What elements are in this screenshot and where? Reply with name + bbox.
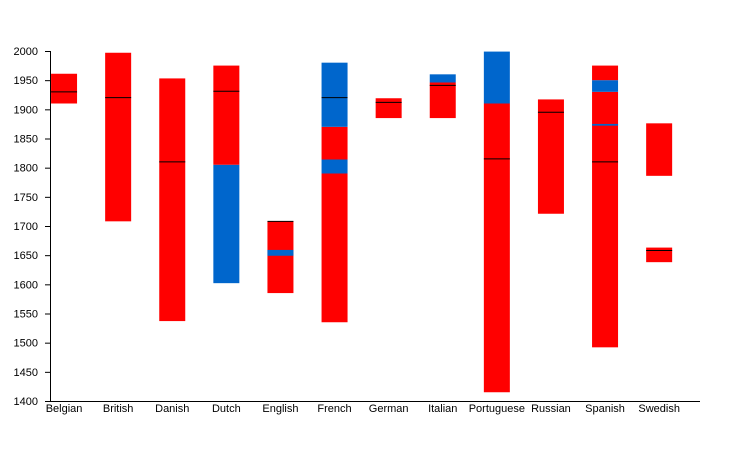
bar-german	[375, 98, 402, 119]
x-tick-label: Italian	[428, 403, 457, 415]
y-tick-label: 1700	[14, 221, 38, 233]
bar-segment-red	[537, 99, 564, 214]
bar-swedish	[646, 123, 673, 263]
bar-segment-red	[592, 65, 619, 81]
bar-italian	[429, 74, 456, 119]
y-tick-label: 1450	[14, 367, 38, 379]
bar-russian	[537, 99, 564, 214]
bar-segment-blue	[213, 164, 240, 284]
bars-layer	[51, 51, 673, 393]
y-tick-label: 1850	[14, 134, 38, 146]
x-tick-label: British	[103, 403, 134, 415]
y-tick-label: 1550	[14, 309, 38, 321]
bar-segment-red	[592, 91, 619, 348]
x-tick-label: Russian	[531, 403, 571, 415]
bar-danish	[159, 78, 186, 322]
bar-segment-red	[51, 73, 78, 104]
x-tick-label: French	[317, 403, 351, 415]
bar-english	[267, 220, 294, 294]
x-tick-label: German	[369, 403, 409, 415]
bar-segment-red	[267, 221, 294, 294]
bar-segment-blue	[592, 123, 619, 126]
x-tick-label: Belgian	[46, 403, 83, 415]
bar-segment-blue	[321, 62, 348, 127]
bar-portuguese	[483, 51, 510, 393]
bar-spanish	[592, 65, 619, 348]
bar-french	[321, 62, 348, 323]
y-tick-label: 1600	[14, 279, 38, 291]
bar-segment-blue	[429, 74, 456, 83]
y-tick-label: 1800	[14, 163, 38, 175]
y-tick-label: 1900	[14, 104, 38, 116]
y-tick-label: 1950	[14, 75, 38, 87]
y-tick-label: 1650	[14, 250, 38, 262]
bar-segment-red	[213, 65, 240, 165]
bar-segment-blue	[321, 159, 348, 174]
bar-segment-red	[321, 173, 348, 323]
y-tick-label: 1750	[14, 192, 38, 204]
bar-segment-blue	[267, 249, 294, 256]
bar-segment-blue	[483, 51, 510, 104]
x-axis-labels: Belgian British Danish Dutch English French Ge…	[46, 403, 680, 415]
y-tick-label: 2000	[14, 46, 38, 58]
x-tick-label: Dutch	[212, 403, 241, 415]
bar-segment-red	[105, 52, 132, 222]
y-tick-label: 1500	[14, 338, 38, 350]
x-tick-label: Spanish	[585, 403, 625, 415]
bar-british	[105, 52, 132, 222]
x-tick-label: Danish	[155, 403, 189, 415]
bar-segment-blue	[592, 80, 619, 92]
y-axis-ticks: 1400 1450 1500 1550 1600 1650 1700 1750 1800 1850…	[14, 46, 50, 408]
bar-dutch	[213, 65, 240, 284]
bar-belgian	[51, 73, 78, 104]
bar-segment-red	[159, 78, 186, 322]
x-tick-label: English	[262, 403, 298, 415]
bar-segment-red	[646, 123, 673, 176]
bar-segment-red	[429, 82, 456, 119]
x-tick-label: Portuguese	[469, 403, 525, 415]
x-tick-label: Swedish	[638, 403, 680, 415]
bar-segment-red	[646, 247, 673, 263]
y-tick-label: 1400	[14, 396, 38, 408]
bar-segment-red	[483, 103, 510, 393]
bar-segment-red	[321, 126, 348, 160]
bar-segment-red	[375, 98, 402, 119]
